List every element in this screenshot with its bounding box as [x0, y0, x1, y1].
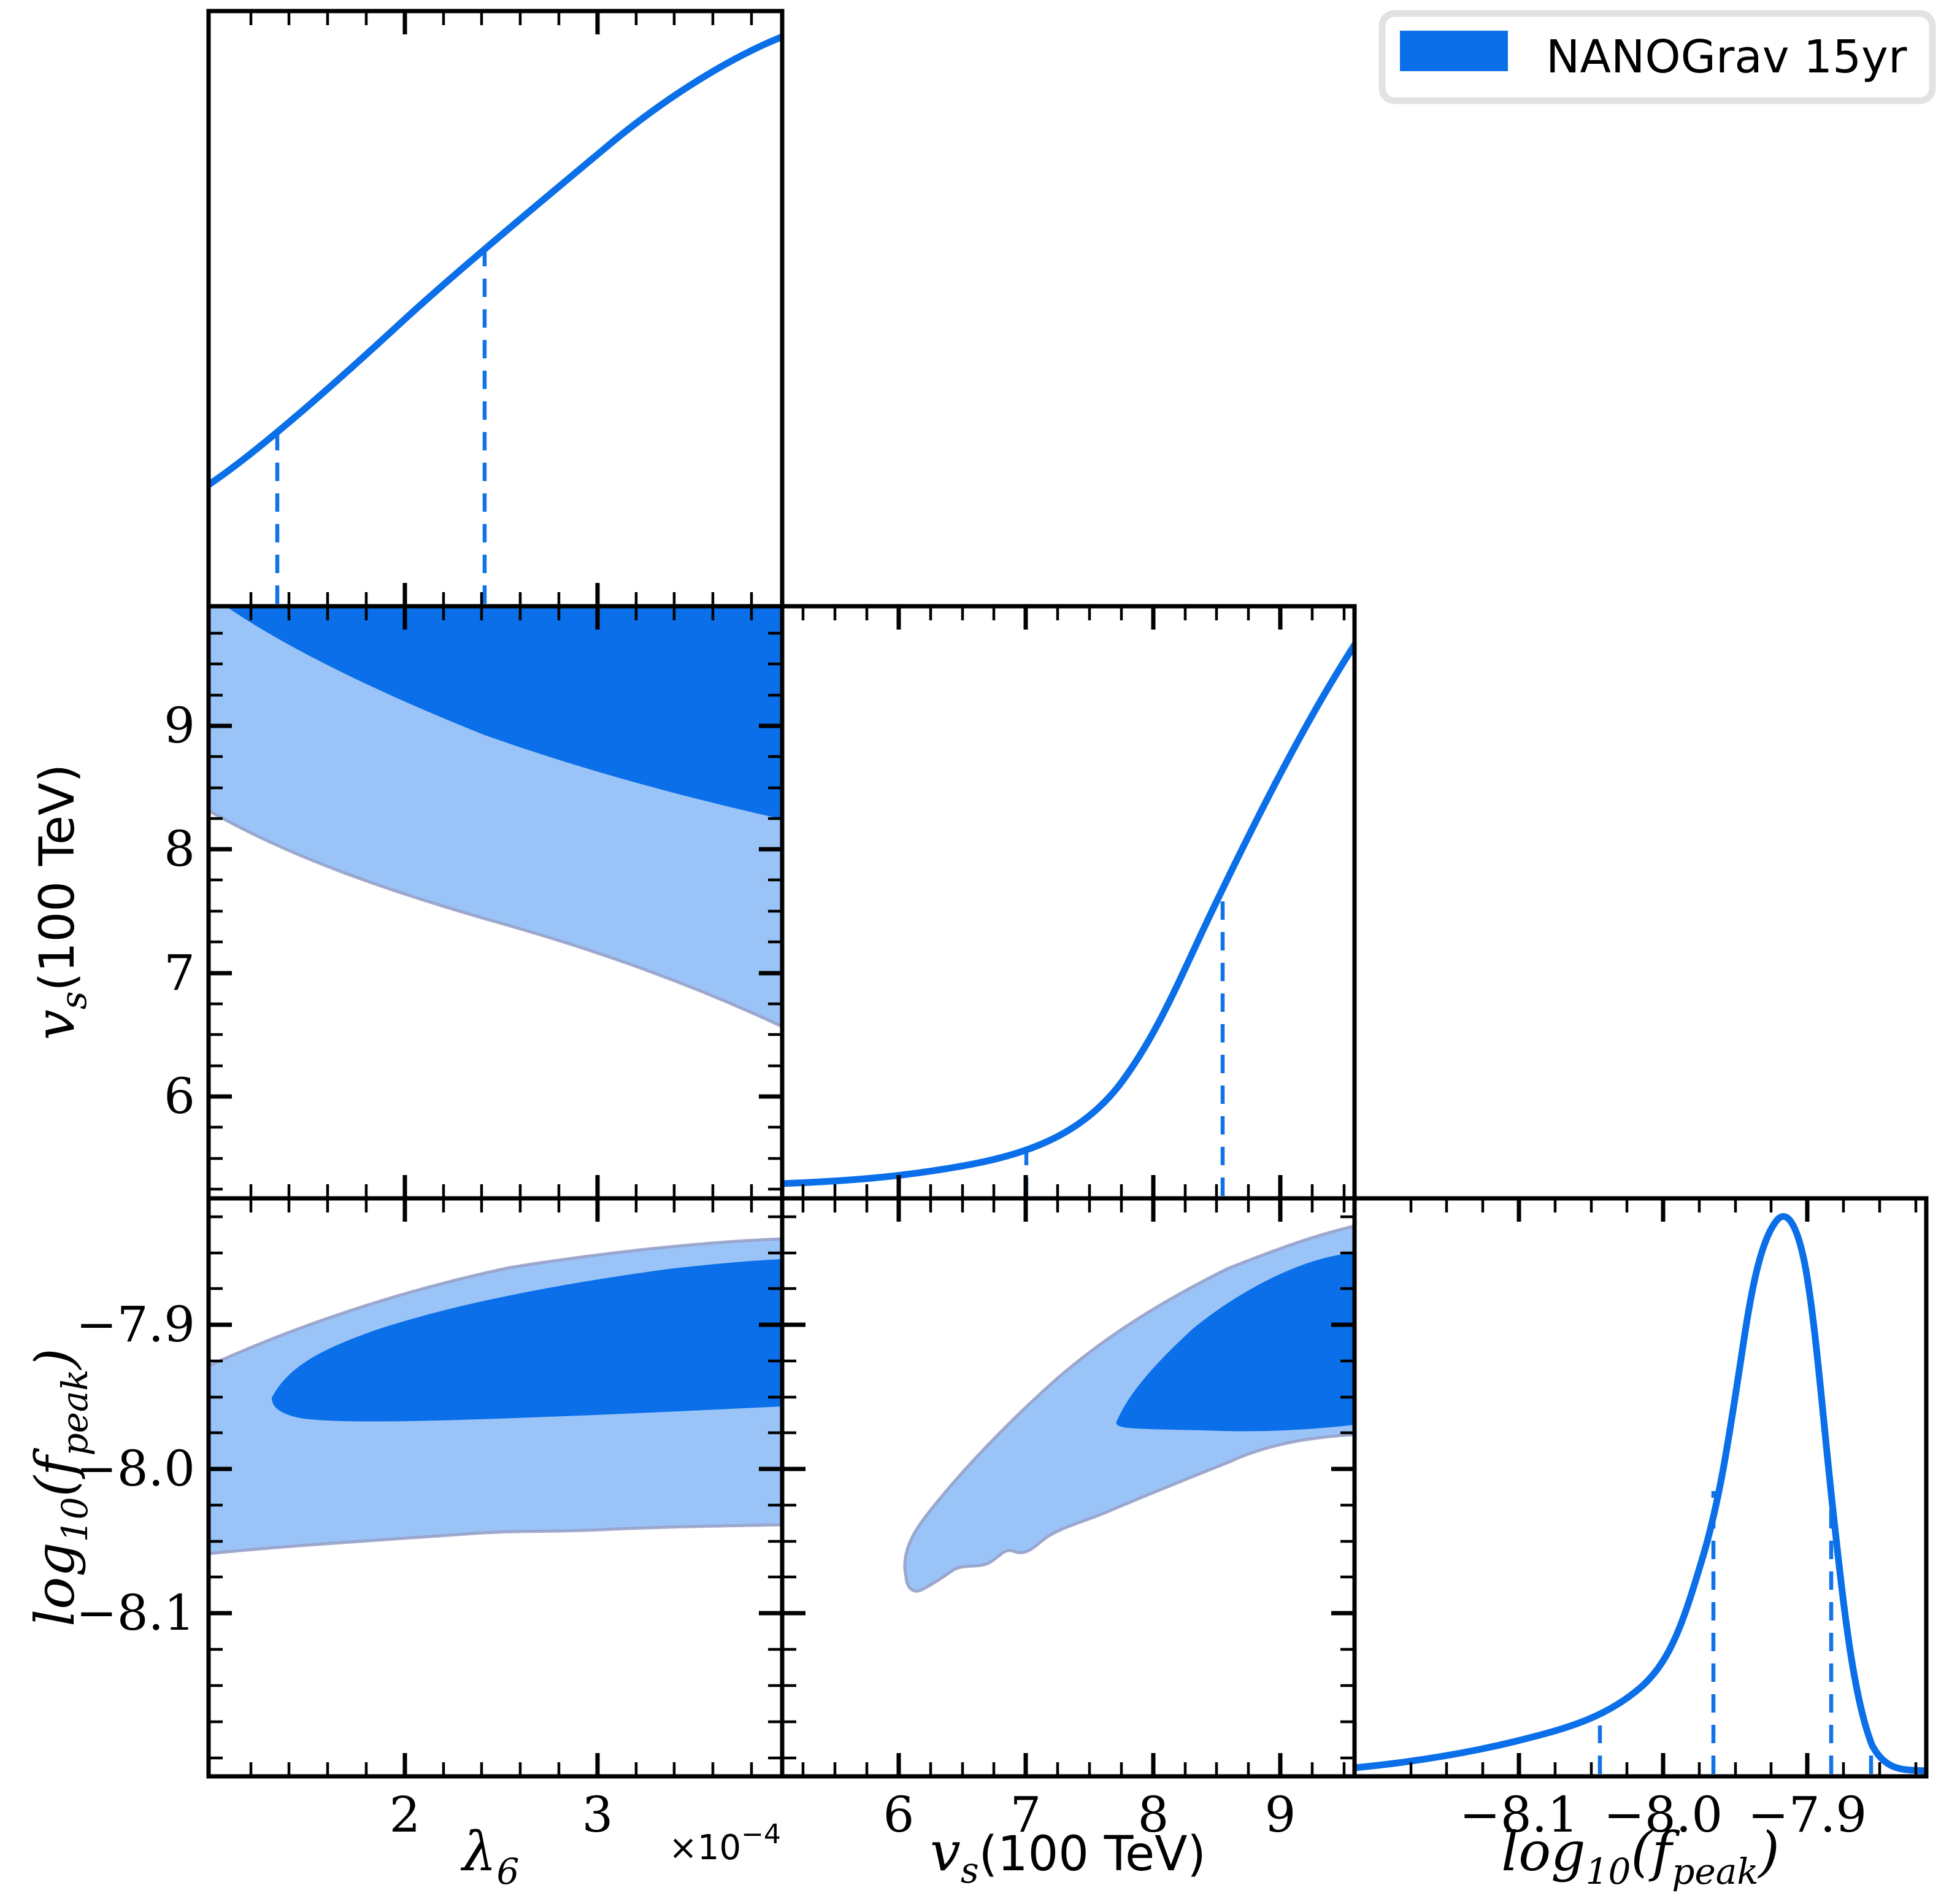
x-tick-label: 9	[1265, 1786, 1296, 1843]
posterior-curve-lambda6	[209, 33, 782, 488]
x-tick-label: −7.9	[1748, 1786, 1867, 1843]
contour-68-region	[272, 1259, 782, 1422]
x-tick-label: −8.0	[1604, 1786, 1723, 1843]
contour-68-region	[1116, 1252, 1355, 1432]
contour-68-region	[226, 606, 782, 819]
contour-lambda6-fpeak	[209, 1237, 782, 1555]
y-tick-label: 6	[164, 1068, 195, 1125]
contour-95-edge-top	[209, 1237, 782, 1368]
y-tick-label: 7	[164, 944, 195, 1001]
x-tick-label: 2	[390, 1786, 421, 1843]
marginal-fpeak	[1355, 1213, 1926, 1775]
y-tick-label: 8	[164, 820, 195, 877]
contour-95-edge	[209, 809, 782, 1028]
xlabel-vs: vs(100 TeV)	[930, 1820, 1206, 1891]
legend-label: NANOGrav 15yr	[1546, 31, 1907, 83]
posterior-curve-fpeak	[1355, 1213, 1926, 1775]
x-tick-label: 7	[1010, 1786, 1042, 1843]
xlabel-fpeak: log10(fpeak)	[1501, 1820, 1780, 1892]
y-tick-label: −8.0	[76, 1440, 195, 1497]
y-tick-label: −8.1	[76, 1584, 195, 1641]
legend-box	[1378, 10, 1936, 104]
axis-ticks	[209, 11, 1918, 1776]
y-tick-label: 9	[164, 697, 195, 754]
contour-95-edge	[903, 1224, 1355, 1593]
marginal-vs	[782, 641, 1355, 1196]
contour-95-edge-bottom	[209, 1523, 782, 1555]
contour-vs-fpeak	[903, 1224, 1355, 1593]
x-tick-label: 3	[582, 1786, 613, 1843]
panel-frame-vs-marginal	[780, 604, 1357, 1201]
posterior-curve-vs	[782, 641, 1355, 1187]
legend-swatch	[1400, 31, 1508, 71]
x-tick-label: −8.1	[1459, 1786, 1578, 1843]
x-tick-label: 6	[883, 1786, 915, 1843]
legend: NANOGrav 15yr	[1378, 10, 1936, 104]
marginal-lambda6	[209, 33, 782, 604]
xlabel-lambda6-offset: ×10−4	[669, 1819, 781, 1868]
panel-frame-fpeak-marginal	[1352, 1196, 1929, 1779]
axis-labels: λ6 ×10−4 vs(100 TeV) log10(fpeak) vs(100…	[23, 764, 1780, 1892]
contour-lambda6-vs	[209, 606, 782, 1028]
ylabel-vs: vs(100 TeV)	[23, 764, 94, 1040]
ylabel-fpeak: log10(fpeak)	[23, 1348, 96, 1627]
xlabel-lambda6: λ6	[461, 1820, 520, 1892]
y-tick-label: −7.9	[76, 1296, 195, 1353]
panel-frame-lambda6-marginal	[206, 9, 785, 609]
x-tick-label: 8	[1138, 1786, 1169, 1843]
tick-labels: 2 3 6 7 8 9 −8.1 −8.0 −7.9 9 8 7 6 −7.9 …	[76, 697, 1867, 1843]
